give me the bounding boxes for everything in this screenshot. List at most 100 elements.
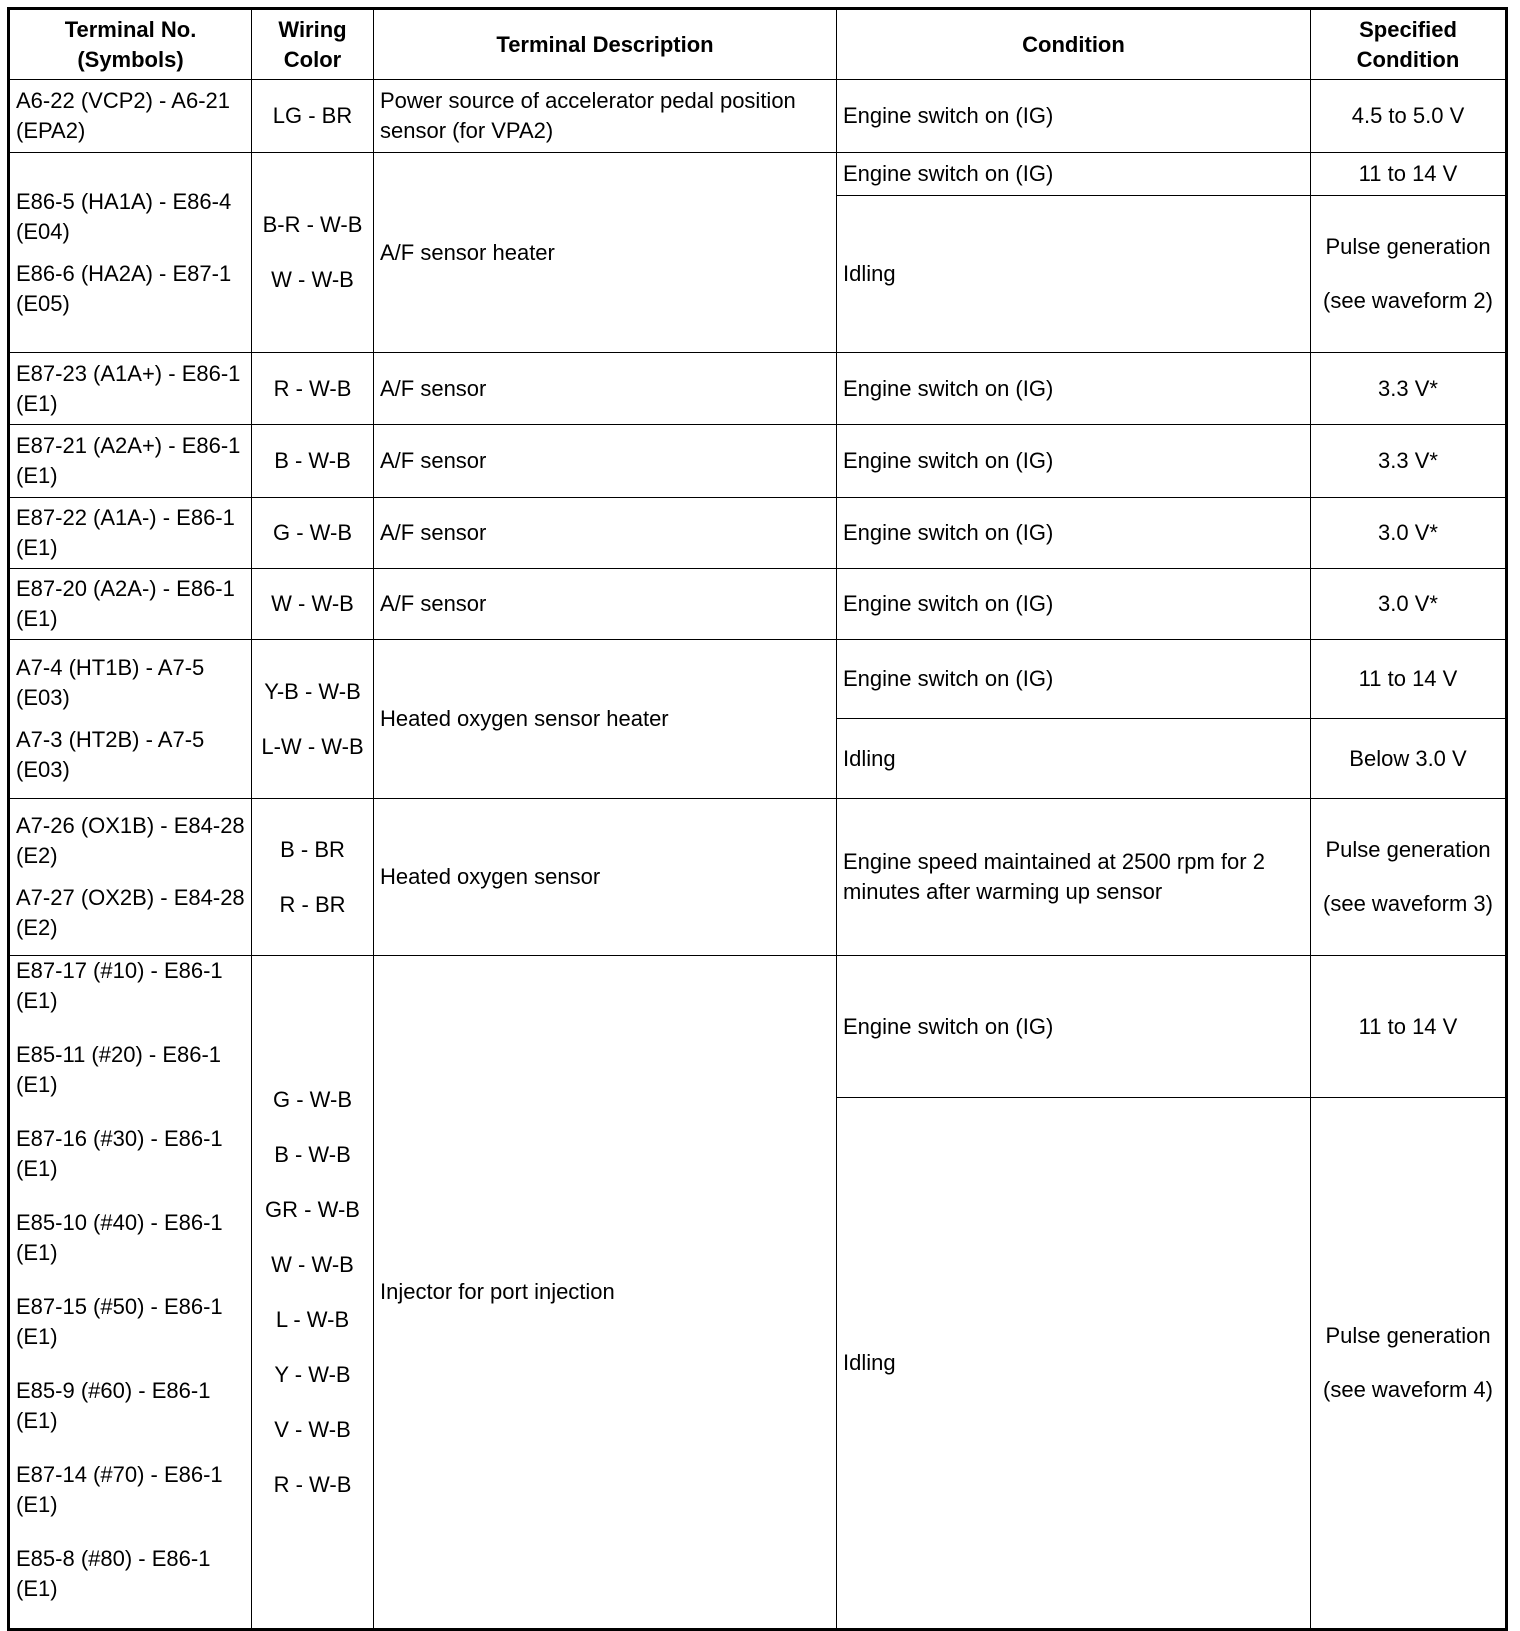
terminal-cell: E87-23 (A1A+) - E86-1 (E1) (8, 352, 252, 425)
specified-condition-cell: 3.3 V* (1310, 424, 1507, 498)
terminal-no: A7-26 (OX1B) - E84-28 (E2) (16, 813, 245, 868)
description-cell: Injector for port injection (373, 955, 837, 1630)
wiring-color: R - BR (279, 891, 346, 917)
specified-condition-cell: 3.0 V* (1310, 568, 1507, 640)
description-cell: Heated oxygen sensor (373, 798, 837, 956)
table-row: A6-22 (VCP2) - A6-21 (EPA2) LG - BR Power … (8, 79, 1507, 153)
specified-value: 3.3 V* (1378, 448, 1438, 473)
wiring-color-cell: R - W-B (251, 352, 374, 425)
specified-value: Pulse generation (1325, 234, 1491, 259)
description-cell: Heated oxygen sensor heater (373, 639, 837, 799)
wiring-color: B - W-B (274, 1141, 351, 1167)
terminal-no: E87-23 (A1A+) - E86-1 (E1) (16, 360, 241, 416)
specified-value: 11 to 14 V (1358, 1013, 1458, 1039)
wiring-color: R - W-B (273, 375, 352, 401)
wiring-list: Y-B - W-B L-W - W-B (258, 677, 367, 762)
wiring-color-cell: W - W-B (251, 568, 374, 640)
specified-value: 4.5 to 5.0 V (1351, 103, 1465, 128)
table-subrow: Idling Pulse generation (see waveform 2) (9, 195, 1507, 353)
column-header: Specified Condition (1310, 8, 1507, 80)
wiring-color: G - W-B (272, 520, 353, 545)
terminal-cell: E87-22 (A1A-) - E86-1 (E1) (8, 497, 252, 569)
terminal-no: E86-6 (HA2A) - E87-1 (E05) (16, 260, 232, 316)
terminal-no: E87-22 (A1A-) - E86-1 (E1) (16, 505, 235, 560)
table-row: E87-22 (A1A-) - E86-1 (E1) G - W-B A/F sen… (8, 497, 1507, 569)
terminal-spec-table: Terminal No. (Symbols) Wiring Color Termin… (7, 7, 1508, 1631)
spacer (1317, 262, 1499, 286)
wiring-color: B - BR (280, 836, 345, 862)
terminal-cell: A7-26 (OX1B) - E84-28 (E2) A7-27 (OX2B) -… (8, 798, 252, 956)
terminal-cell: E87-20 (A2A-) - E86-1 (E1) (8, 568, 252, 640)
table-row: E86-5 (HA1A) - E86-4 (E04) E86-6 (HA2A) -… (8, 152, 1507, 353)
condition-cell: Idling (836, 195, 1311, 353)
waveform-note: (see waveform 4) (1323, 1377, 1493, 1403)
terminal-no: E85-10 (#40) - E86-1 (E1) (16, 1210, 223, 1265)
wiring-list: R - W-B (258, 374, 367, 404)
condition-cell: Engine switch on (IG) (836, 639, 1311, 719)
description-cell: A/F sensor (373, 568, 837, 640)
spacer (1317, 865, 1499, 889)
specified-value: Below 3.0 V (1349, 745, 1467, 771)
terminal-no: A7-27 (OX2B) - E84-28 (E2) (16, 885, 245, 940)
terminal-cell: E87-21 (A2A+) - E86-1 (E1) (8, 424, 252, 498)
wiring-color: GR - W-B (265, 1196, 360, 1222)
table-row: E87-23 (A1A+) - E86-1 (E1) R - W-B A/F sen… (8, 352, 1507, 425)
terminal-no: A7-3 (HT2B) - A7-5 (E03) (16, 727, 205, 782)
specified-value: 11 to 14 V (1358, 161, 1458, 186)
column-header: Terminal No. (Symbols) (8, 8, 252, 80)
terminal-no: E86-5 (HA1A) - E86-4 (E04) (16, 188, 232, 244)
wiring-color: Y - W-B (274, 1361, 351, 1387)
wiring-color: B-R - W-B (262, 212, 363, 237)
terminal-cell: E87-17 (#10) - E86-1 (E1) E85-11 (#20) - … (8, 955, 252, 1630)
terminal-no: E87-20 (A2A-) - E86-1 (E1) (16, 576, 235, 631)
column-header: Terminal Description (373, 8, 837, 80)
wiring-list: B-R - W-B W - W-B (258, 210, 367, 295)
terminal-no: A7-4 (HT1B) - A7-5 (E03) (16, 655, 205, 710)
wiring-color: W - W-B (271, 1251, 354, 1277)
terminal-no: E85-8 (#80) - E86-1 (E1) (16, 1546, 211, 1601)
specified-condition-cell: 3.0 V* (1310, 497, 1507, 569)
wiring-color-cell: B - W-B (251, 424, 374, 498)
specified-value: 3.3 V* (1378, 375, 1438, 401)
wiring-color: L - W-B (275, 1306, 350, 1332)
terminal-cell: A6-22 (VCP2) - A6-21 (EPA2) (8, 79, 252, 153)
specified-condition-cell: 3.3 V* (1310, 352, 1507, 425)
wiring-color-cell: G - W-B (251, 497, 374, 569)
specified-condition-cell: Pulse generation (see waveform 4) (1310, 1097, 1507, 1630)
wiring-color-cell: G - W-B B - W-B GR - W-B W - W-B L - W-B Y - … (251, 955, 374, 1630)
condition-cell: Engine switch on (IG) (836, 424, 1311, 498)
specified-condition-cell: 11 to 14 V (1310, 639, 1507, 719)
column-header: Condition (836, 8, 1311, 80)
description-cell: Power source of accelerator pedal positi… (373, 79, 837, 153)
wiring-color-cell: LG - BR (251, 79, 374, 153)
table-row: E87-20 (A2A-) - E86-1 (E1) W - W-B A/F sen… (8, 568, 1507, 640)
wiring-color: W - W-B (271, 591, 354, 616)
condition-cell: Engine switch on (IG) (836, 497, 1311, 569)
description-cell: A/F sensor heater (373, 152, 837, 353)
table-row: E87-17 (#10) - E86-1 (E1) E85-11 (#20) - … (8, 954, 1507, 1630)
specified-value: 3.0 V* (1378, 591, 1438, 616)
wiring-color: B - W-B (274, 448, 351, 473)
condition-cell: Engine switch on (IG) (836, 954, 1311, 1099)
table-row: A7-26 (OX1B) - E84-28 (E2) A7-27 (OX2B) -… (8, 798, 1507, 956)
specified-condition-cell: 4.5 to 5.0 V (1310, 79, 1507, 153)
terminal-no: E85-9 (#60) - E86-1 (E1) (16, 1378, 211, 1433)
column-header: Wiring Color (251, 8, 374, 80)
specified-condition-cell: 11 to 14 V (1310, 152, 1507, 196)
specified-condition-cell: Pulse generation (see waveform 3) (1310, 798, 1507, 956)
waveform-note: (see waveform 3) (1323, 891, 1493, 916)
wiring-color: L-W - W-B (261, 733, 364, 759)
condition-cell: Engine speed maintained at 2500 rpm for … (836, 798, 1311, 956)
wiring-list: B - BR R - BR (258, 835, 367, 920)
specified-value: Pulse generation (1325, 1323, 1491, 1349)
condition-cell: Engine switch on (IG) (836, 152, 1311, 196)
condition-cell: Engine switch on (IG) (836, 352, 1311, 425)
description-cell: A/F sensor (373, 424, 837, 498)
terminal-no: A6-22 (VCP2) - A6-21 (EPA2) (16, 88, 230, 143)
terminal-no: E87-17 (#10) - E86-1 (E1) (16, 958, 223, 1013)
description-cell: A/F sensor (373, 497, 837, 569)
terminal-no: E87-16 (#30) - E86-1 (E1) (16, 1126, 223, 1181)
condition-cell: Engine switch on (IG) (836, 568, 1311, 640)
wiring-color: V - W-B (274, 1416, 351, 1442)
table-row: E87-21 (A2A+) - E86-1 (E1) B - W-B A/F sen… (8, 424, 1507, 498)
